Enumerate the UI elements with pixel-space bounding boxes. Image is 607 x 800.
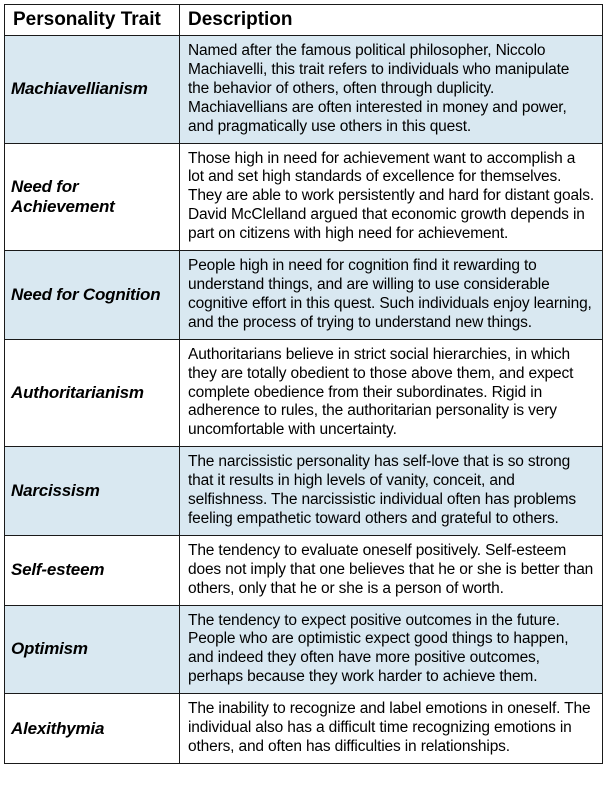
trait-cell: Self-esteem (5, 535, 180, 605)
table-row: Self-esteem The tendency to evaluate one… (5, 535, 603, 605)
table-row: Authoritarianism Authoritarians believe … (5, 339, 603, 447)
personality-traits-table: Personality Trait Description Machiavell… (4, 4, 603, 764)
trait-cell: Machiavellianism (5, 36, 180, 144)
description-cell: The tendency to expect positive outcomes… (180, 605, 603, 694)
description-cell: The inability to recognize and label emo… (180, 694, 603, 764)
trait-cell: Need for Cognition (5, 251, 180, 340)
table-row: Narcissism The narcissistic personality … (5, 447, 603, 536)
description-cell: Those high in need for achievement want … (180, 143, 603, 251)
column-header-trait: Personality Trait (5, 5, 180, 36)
column-header-description: Description (180, 5, 603, 36)
trait-cell: Need for Achievement (5, 143, 180, 251)
table-row: Need for Achievement Those high in need … (5, 143, 603, 251)
table-header-row: Personality Trait Description (5, 5, 603, 36)
table-row: Optimism The tendency to expect positive… (5, 605, 603, 694)
trait-cell: Authoritarianism (5, 339, 180, 447)
trait-cell: Optimism (5, 605, 180, 694)
trait-cell: Narcissism (5, 447, 180, 536)
table-row: Alexithymia The inability to recognize a… (5, 694, 603, 764)
description-cell: The narcissistic personality has self-lo… (180, 447, 603, 536)
trait-cell: Alexithymia (5, 694, 180, 764)
table-row: Machiavellianism Named after the famous … (5, 36, 603, 144)
description-cell: The tendency to evaluate oneself positiv… (180, 535, 603, 605)
description-cell: People high in need for cognition find i… (180, 251, 603, 340)
description-cell: Named after the famous political philoso… (180, 36, 603, 144)
table-row: Need for Cognition People high in need f… (5, 251, 603, 340)
description-cell: Authoritarians believe in strict social … (180, 339, 603, 447)
